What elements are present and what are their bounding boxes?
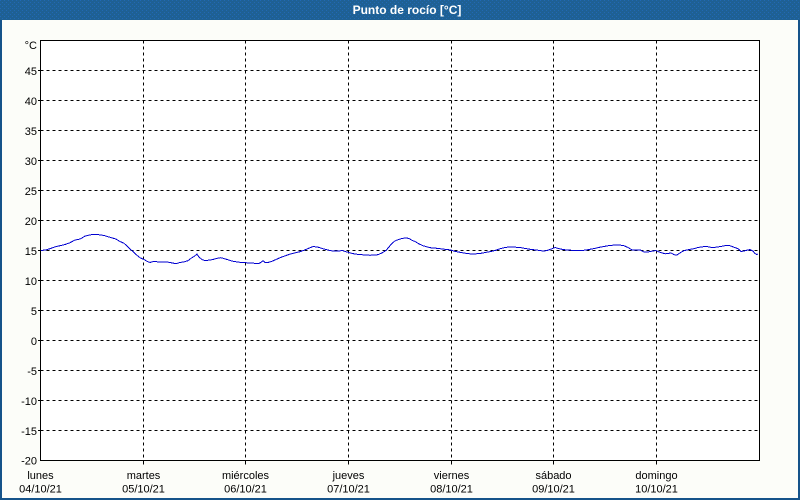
svg-text:08/10/21: 08/10/21 bbox=[430, 484, 473, 496]
svg-text:09/10/21: 09/10/21 bbox=[532, 484, 575, 496]
svg-text:40: 40 bbox=[25, 96, 37, 108]
svg-text:25: 25 bbox=[25, 186, 37, 198]
svg-text:04/10/21: 04/10/21 bbox=[19, 484, 62, 496]
svg-text:35: 35 bbox=[25, 126, 37, 138]
svg-text:07/10/21: 07/10/21 bbox=[327, 484, 370, 496]
svg-text:°C: °C bbox=[25, 40, 37, 52]
svg-text:15: 15 bbox=[25, 246, 37, 258]
svg-text:Punto de rocío [°C]: Punto de rocío [°C] bbox=[353, 3, 462, 17]
svg-text:5: 5 bbox=[31, 306, 37, 318]
svg-text:martes: martes bbox=[127, 470, 161, 482]
svg-text:jueves: jueves bbox=[332, 470, 365, 482]
svg-text:45: 45 bbox=[25, 66, 37, 78]
svg-text:10/10/21: 10/10/21 bbox=[635, 484, 678, 496]
svg-text:miércoles: miércoles bbox=[222, 470, 270, 482]
svg-text:0: 0 bbox=[31, 336, 37, 348]
svg-text:10: 10 bbox=[25, 276, 37, 288]
svg-text:domingo: domingo bbox=[635, 470, 677, 482]
svg-text:06/10/21: 06/10/21 bbox=[224, 484, 267, 496]
svg-text:20: 20 bbox=[25, 216, 37, 228]
svg-text:-15: -15 bbox=[21, 426, 37, 438]
svg-text:-10: -10 bbox=[21, 396, 37, 408]
svg-text:05/10/21: 05/10/21 bbox=[122, 484, 165, 496]
svg-text:-20: -20 bbox=[21, 456, 37, 468]
svg-text:-5: -5 bbox=[27, 366, 37, 378]
svg-text:30: 30 bbox=[25, 156, 37, 168]
svg-text:lunes: lunes bbox=[27, 470, 54, 482]
svg-text:viernes: viernes bbox=[434, 470, 470, 482]
svg-text:sábado: sábado bbox=[535, 470, 571, 482]
